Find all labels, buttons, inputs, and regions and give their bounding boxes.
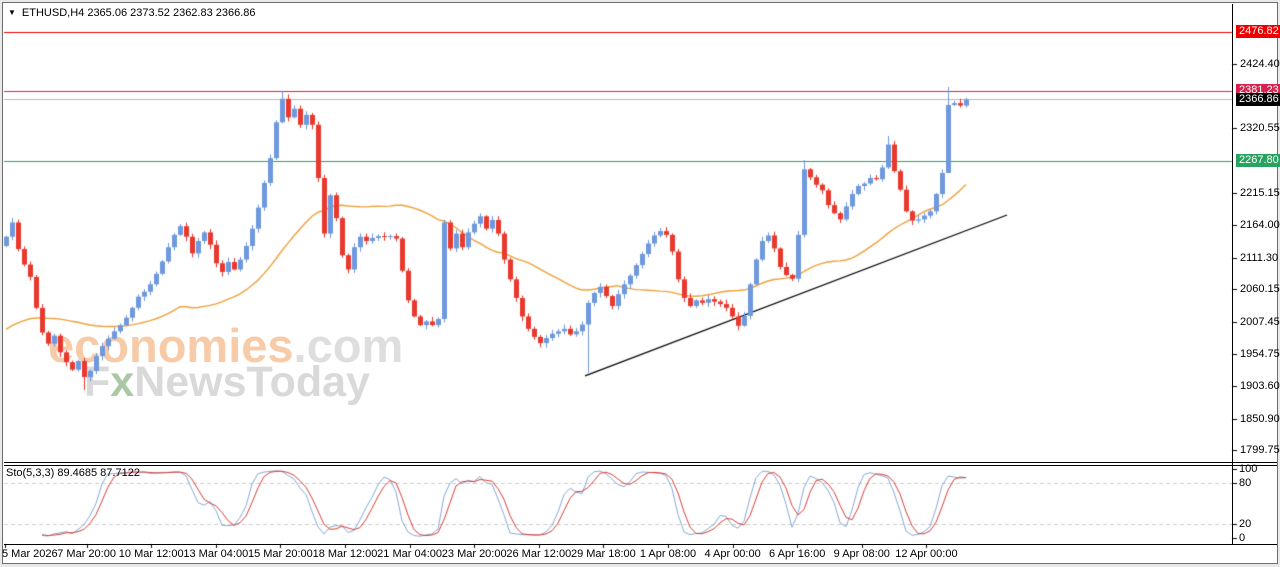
- indicator-level-label: 80: [1239, 476, 1252, 489]
- date-tick-label: 18 Mar 12:00: [312, 548, 378, 560]
- date-tick-label: 29 Mar 18:00: [570, 548, 636, 560]
- pane-border: [4, 462, 1277, 463]
- price-tick-label: 1850.90: [1240, 412, 1280, 425]
- price-tick-label: 2007.45: [1240, 315, 1280, 328]
- price-tick-label: 1799.75: [1240, 444, 1280, 457]
- date-tick-label: 21 Mar 04:00: [377, 548, 443, 560]
- date-tick-label: 5 Mar 2026: [2, 548, 58, 560]
- date-tick-label: 12 Apr 00:00: [895, 548, 958, 560]
- price-tick-label: 2111.30: [1240, 251, 1279, 264]
- symbol-selector[interactable]: ▼ ETHUSD,H4 2365.06 2373.52 2362.83 2366.…: [8, 7, 256, 19]
- pane-border: [4, 465, 1277, 466]
- price-line-label: 2267.80: [1236, 154, 1280, 168]
- price-line-label: 2476.82: [1236, 25, 1280, 38]
- price-tick-label: 2060.15: [1240, 283, 1280, 296]
- date-tick-label: 15 Mar 20:00: [247, 548, 313, 560]
- date-tick-label: 1 Apr 08:00: [639, 548, 697, 560]
- price-tick-label: 2424.40: [1240, 57, 1280, 70]
- indicator-level-label: 20: [1239, 517, 1252, 530]
- current-price-label: 2366.86: [1236, 92, 1280, 106]
- date-tick-label: 23 Mar 20:00: [441, 548, 507, 560]
- price-tick-label: 1954.75: [1240, 348, 1280, 361]
- pane-border: [4, 544, 1277, 545]
- symbol-ohlc-text: ETHUSD,H4 2365.06 2373.52 2362.83 2366.8…: [21, 7, 256, 19]
- date-tick-label: 6 Apr 16:00: [769, 548, 826, 560]
- date-tick-label: 9 Apr 08:00: [833, 548, 890, 560]
- date-tick-label: 4 Apr 00:00: [704, 548, 761, 560]
- date-tick-label: 26 Mar 12:00: [506, 548, 572, 560]
- chevron-down-icon[interactable]: ▼: [8, 8, 16, 17]
- date-tick-label: 13 Mar 04:00: [183, 548, 249, 560]
- date-tick-label: 7 Mar 20:00: [57, 548, 116, 560]
- price-tick-label: 2320.55: [1240, 122, 1280, 135]
- stochastic-indicator-label: Sto(5,3,3) 89.4685 87.7122: [6, 467, 140, 479]
- price-tick-label: 2215.15: [1240, 187, 1280, 200]
- date-tick-label: 10 Mar 12:00: [118, 548, 184, 560]
- indicator-level-label: 100: [1239, 463, 1258, 475]
- pane-border: [1232, 4, 1233, 544]
- price-tick-label: 2164.00: [1240, 218, 1280, 231]
- indicator-level-label: 0: [1239, 531, 1246, 544]
- price-tick-label: 1903.60: [1240, 379, 1280, 392]
